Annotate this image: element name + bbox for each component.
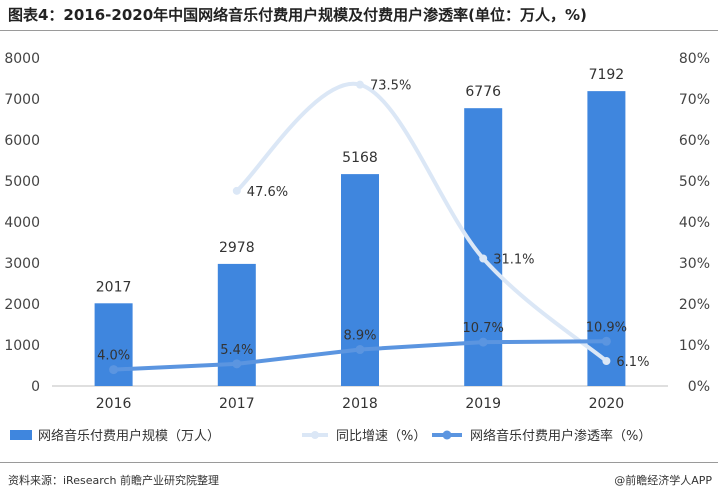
y-left-tick-label: 5000: [4, 174, 40, 190]
y-right-tick-label: 60%: [679, 133, 710, 149]
growth-point-2017: [232, 186, 241, 195]
penetration-point-2020: [601, 336, 611, 346]
y-left-tick-label: 4000: [4, 215, 40, 231]
legend-growth-marker: [311, 431, 319, 439]
bar-value-label: 7192: [589, 67, 625, 83]
legend-bar-swatch: [10, 430, 32, 440]
legend-label: 同比增速（%）: [336, 429, 426, 444]
x-tick-label: 2019: [465, 396, 501, 412]
bar-value-label: 2017: [96, 279, 132, 295]
penetration-point-2017: [232, 359, 242, 369]
growth-point-2018: [356, 80, 364, 89]
bar-value-label: 2978: [219, 240, 255, 256]
y-left-tick-label: 3000: [4, 256, 40, 272]
growth-point-2019: [479, 254, 488, 263]
penetration-point-2016: [109, 365, 119, 375]
y-left-tick-label: 2000: [4, 297, 40, 313]
growth-value-label: 31.1%: [493, 252, 534, 267]
y-left-tick-label: 6000: [4, 133, 40, 149]
footer-divider: [0, 462, 718, 463]
penetration-value-label: 10.7%: [463, 321, 504, 336]
y-left-tick-label: 7000: [4, 92, 40, 108]
penetration-value-label: 10.9%: [586, 320, 627, 335]
growth-value-label: 47.6%: [247, 185, 288, 200]
y-right-tick-label: 80%: [679, 51, 710, 67]
x-tick-label: 2020: [589, 396, 625, 412]
x-tick-label: 2018: [342, 396, 378, 412]
legend-penetration-marker: [442, 430, 452, 440]
y-right-tick-label: 70%: [679, 92, 710, 108]
x-tick-label: 2017: [219, 396, 255, 412]
y-right-tick-label: 50%: [679, 174, 710, 190]
growth-value-label: 73.5%: [370, 79, 411, 94]
y-right-tick-label: 30%: [679, 256, 710, 272]
penetration-value-label: 4.0%: [97, 349, 130, 364]
y-right-tick-label: 10%: [679, 338, 710, 354]
bar-2018: [341, 174, 379, 386]
growth-rate-line: [235, 81, 608, 363]
title-divider: [0, 30, 718, 31]
brand-credit: @前瞻经济学人APP: [614, 474, 712, 487]
chart: 0 1000 2000 3000 4000 5000 6000 7000 8000 0% 10% 20…: [4, 51, 710, 444]
bar-value-label: 6776: [465, 84, 501, 100]
x-tick-label: 2016: [96, 396, 132, 412]
y-right-tick-label: 40%: [679, 215, 710, 231]
penetration-point-2019: [478, 337, 488, 347]
penetration-point-2018: [355, 345, 365, 355]
legend-label: 网络音乐付费用户规模（万人）: [38, 428, 220, 444]
bar-value-label: 5168: [342, 150, 378, 166]
y-left-tick-label: 0: [31, 379, 40, 395]
growth-point-2020: [602, 356, 611, 365]
source-note: 资料来源：iResearch 前瞻产业研究院整理: [8, 474, 220, 487]
legend-label: 网络音乐付费用户渗透率（%）: [470, 428, 651, 444]
y-right-tick-label: 20%: [679, 297, 710, 313]
growth-value-label: 6.1%: [616, 355, 649, 370]
penetration-value-label: 5.4%: [220, 343, 253, 358]
y-right-tick-label: 0%: [688, 379, 710, 395]
chart-title: 图表4：2016-2020年中国网络音乐付费用户规模及付费用户渗透率(单位：万人…: [8, 6, 587, 24]
y-left-tick-label: 8000: [4, 51, 40, 67]
y-left-tick-label: 1000: [4, 338, 40, 354]
penetration-value-label: 8.9%: [343, 329, 376, 344]
